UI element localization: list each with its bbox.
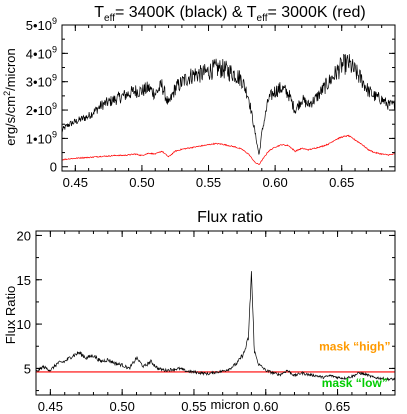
- y-tick-label: 10: [17, 317, 31, 332]
- x-tick-label: 0.50: [129, 175, 154, 190]
- y-tick-label: 20: [17, 228, 31, 243]
- title-subscript-1: eff: [104, 13, 115, 24]
- x-tick-label: 0.45: [38, 399, 63, 414]
- title-subscript-2: eff: [257, 13, 268, 24]
- bottom-panel: Flux ratio Flux Ratio micron 0.45 0.50 0.5…: [3, 209, 396, 414]
- y-tick-label: 1•109: [26, 129, 57, 146]
- y-tick-label: 4•109: [26, 44, 57, 61]
- top-panel: Teff= 3400K (black) & Teff= 3000K (red) …: [2, 4, 396, 190]
- series-line-0: [62, 53, 395, 155]
- x-tick-label: 0.65: [329, 175, 354, 190]
- y-tick-label: 15: [17, 273, 31, 288]
- x-tick-label: 0.55: [196, 175, 221, 190]
- x-tick-label: 0.60: [253, 399, 278, 414]
- title-suffix-text: = 3000K (red): [267, 4, 365, 21]
- y-tick-label: 0: [50, 160, 57, 175]
- annotation-label-1: mask “low”: [322, 376, 388, 390]
- title-middle-text: = 3400K (black) & T: [115, 4, 257, 21]
- x-tick-label: 0.55: [181, 399, 206, 414]
- series-line-1: [62, 134, 395, 165]
- y-tick-label: 5: [24, 361, 31, 376]
- y-unit-part-b: /micron: [3, 48, 18, 91]
- y-unit-part-a: erg/s/cm: [3, 96, 18, 146]
- bottom-plot-area: 0.45 0.50 0.55 0.60 0.65 5 10 15 20 mask “high” ma…: [17, 228, 396, 414]
- bottom-title: Flux ratio: [197, 209, 263, 226]
- series-line-0: [36, 271, 395, 382]
- bottom-x-axis-label: micron: [210, 397, 249, 412]
- y-tick-label: 5•109: [26, 16, 57, 33]
- title-t-letter-1: T: [94, 4, 104, 21]
- top-title: Teff= 3400K (black) & Teff= 3000K (red): [94, 4, 366, 24]
- top-plot-frame: [61, 24, 396, 172]
- y-tick-label: 2•109: [26, 101, 57, 118]
- x-tick-label: 0.50: [110, 399, 135, 414]
- bottom-plot-frame: [35, 230, 396, 396]
- top-y-axis-label: erg/s/cm2/micron: [2, 48, 18, 145]
- annotation-label-0: mask “high”: [319, 340, 390, 354]
- x-tick-label: 0.60: [262, 175, 287, 190]
- y-tick-label: 3•109: [26, 73, 57, 90]
- top-plot-area: 0.45 0.50 0.55 0.60 0.65 0 1•109 2•109 3•109 4•10…: [26, 16, 396, 190]
- x-tick-label: 0.45: [63, 175, 88, 190]
- x-tick-label: 0.65: [325, 399, 350, 414]
- y-unit-superscript: 2: [2, 91, 12, 96]
- bottom-y-axis-label: Flux Ratio: [3, 286, 18, 345]
